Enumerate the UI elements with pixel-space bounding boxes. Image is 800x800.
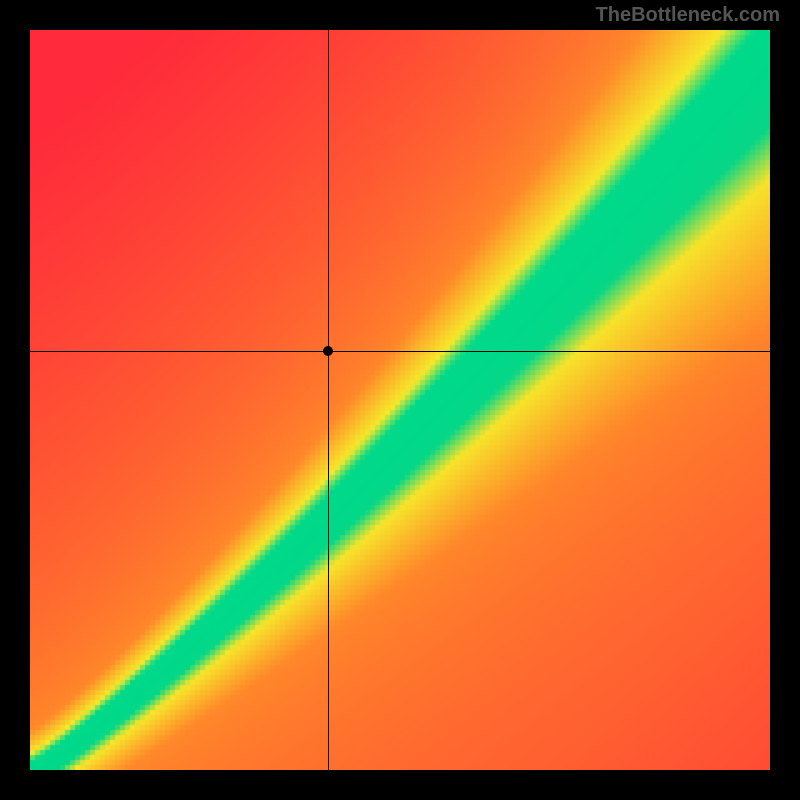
bottleneck-heatmap <box>30 30 770 770</box>
crosshair-vertical <box>328 30 329 770</box>
plot-frame <box>30 30 770 770</box>
crosshair-point <box>323 346 333 356</box>
watermark-text: TheBottleneck.com <box>596 4 780 27</box>
chart-container: TheBottleneck.com <box>0 0 800 800</box>
crosshair-horizontal <box>30 351 770 352</box>
